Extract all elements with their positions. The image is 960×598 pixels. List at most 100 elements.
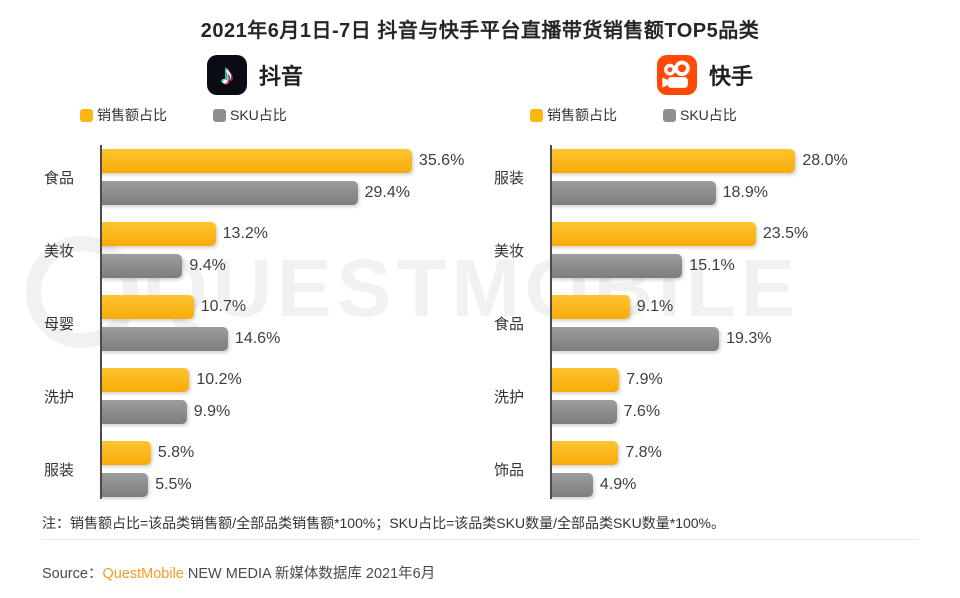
- sales-bar: [100, 222, 216, 246]
- category-label: 洗护: [44, 388, 75, 406]
- bar-pair: 7.8% 4.9%: [550, 441, 918, 497]
- bar-line: 5.5%: [100, 473, 468, 497]
- page-title: 2021年6月1日-7日 抖音与快手平台直播带货销售额TOP5品类: [200, 20, 760, 42]
- sku-bar: [550, 327, 720, 351]
- bar-line: 10.7%: [100, 295, 468, 319]
- bar-line: 28.0%: [550, 149, 918, 173]
- value-label: 5.8%: [157, 444, 195, 461]
- bar-pair: 9.1% 19.3%: [550, 295, 918, 351]
- bar-line: 7.8%: [550, 441, 918, 465]
- value-label: 23.5%: [762, 225, 809, 242]
- value-label: 18.9%: [722, 184, 768, 201]
- bar-line: 10.2%: [100, 368, 468, 392]
- value-label: 7.8%: [625, 444, 662, 461]
- sku-bar: [550, 181, 716, 205]
- douyin-header: ♪ 抖音: [42, 53, 468, 97]
- bar-line: 4.9%: [550, 473, 918, 497]
- source-suffix: NEW MEDIA 新媒体数据库 2021年6月: [183, 566, 436, 582]
- bar-line: 29.4%: [100, 181, 468, 205]
- sales-bar: [550, 149, 796, 173]
- sales-legend-label: 销售额占比: [547, 107, 617, 123]
- kuaishou-plot: 服装 28.0% 18.9% 美妆 23.5% 15.1% 食品 9.1% 19.3% 洗护 7.9…: [492, 145, 918, 499]
- value-label: 9.1%: [636, 298, 674, 315]
- category-label: 美妆: [44, 242, 75, 260]
- bar-group: 美妆 13.2% 9.4%: [42, 222, 468, 278]
- bar-line: 14.6%: [100, 327, 468, 351]
- value-label: 35.6%: [418, 152, 465, 169]
- sku-swatch-icon: [663, 108, 676, 122]
- legend-item-sku: SKU占比: [663, 105, 737, 125]
- music-note-icon: ♪: [220, 59, 234, 90]
- douyin-legend: 销售额占比 SKU占比: [80, 105, 468, 125]
- value-label: 10.2%: [196, 371, 242, 388]
- sku-legend-label: SKU占比: [230, 107, 287, 123]
- bar-line: 7.9%: [550, 368, 918, 392]
- sku-bar: [100, 327, 228, 351]
- kuaishou-platform-name: 快手: [708, 64, 753, 89]
- value-label: 9.4%: [189, 257, 226, 274]
- sales-legend-label: 销售额占比: [97, 107, 167, 123]
- sku-bar: [550, 400, 617, 424]
- bar-pair: 28.0% 18.9%: [550, 149, 918, 205]
- video-camera-icon: [662, 60, 690, 88]
- sales-bar: [550, 368, 620, 392]
- bar-line: 23.5%: [550, 222, 918, 246]
- bar-pair: 10.2% 9.9%: [100, 368, 468, 424]
- bar-line: 13.2%: [100, 222, 468, 246]
- bar-line: 19.3%: [550, 327, 918, 351]
- value-label: 29.4%: [364, 184, 410, 201]
- sku-bar: [100, 400, 187, 424]
- douyin-plot: 食品 35.6% 29.4% 美妆 13.2% 9.4% 母婴 10.7% 14.6% 洗护 10.…: [42, 145, 468, 499]
- category-label: 美妆: [494, 242, 525, 260]
- legend-item-sales: 销售额占比: [530, 105, 617, 125]
- bar-pair: 35.6% 29.4%: [100, 149, 468, 205]
- bar-group: 洗护 7.9% 7.6%: [492, 368, 918, 424]
- sku-bar: [100, 254, 183, 278]
- value-label: 10.7%: [200, 298, 247, 315]
- sku-legend-label: SKU占比: [680, 107, 737, 123]
- source-brand: QuestMobile: [102, 566, 184, 582]
- bar-line: 9.1%: [550, 295, 918, 319]
- sales-bar: [100, 368, 190, 392]
- category-label: 食品: [494, 315, 525, 333]
- category-label: 服装: [494, 169, 525, 187]
- sales-bar: [550, 441, 619, 465]
- sales-swatch-icon: [530, 108, 543, 122]
- sku-bar: [100, 181, 358, 205]
- legend-item-sales: 销售额占比: [80, 105, 167, 125]
- category-label: 母婴: [44, 315, 75, 333]
- sku-bar: [550, 254, 683, 278]
- value-label: 19.3%: [726, 330, 772, 347]
- sku-bar: [100, 473, 149, 497]
- kuaishou-header: 快手: [492, 53, 918, 97]
- douyin-chart: ♪ 抖音 销售额占比 SKU占比 食品 35.6% 29.4% 美妆 13.2% 9.4%…: [42, 53, 468, 499]
- value-label: 9.9%: [193, 403, 231, 420]
- category-label: 洗护: [494, 388, 525, 406]
- footnote: 注：销售额占比=该品类销售额/全部品类销售额*100%；SKU占比=该品类SKU…: [42, 515, 725, 531]
- bar-group: 食品 35.6% 29.4%: [42, 149, 468, 205]
- source-line: Source：QuestMobile NEW MEDIA 新媒体数据库 2021…: [42, 562, 918, 583]
- bar-group: 美妆 23.5% 15.1%: [492, 222, 918, 278]
- category-label: 饰品: [494, 461, 525, 479]
- bar-line: 18.9%: [550, 181, 918, 205]
- bar-group: 母婴 10.7% 14.6%: [42, 295, 468, 351]
- value-label: 13.2%: [222, 225, 269, 242]
- kuaishou-chart: 快手 销售额占比 SKU占比 服装 28.0% 18.9% 美妆 23.5% 15.1% 食…: [492, 53, 918, 499]
- value-label: 7.6%: [623, 403, 661, 420]
- sales-bar: [100, 441, 151, 465]
- category-label: 食品: [44, 169, 75, 187]
- charts-row: ♪ 抖音 销售额占比 SKU占比 食品 35.6% 29.4% 美妆 13.2% 9.4%…: [42, 53, 918, 499]
- value-label: 7.9%: [626, 371, 663, 388]
- value-label: 14.6%: [234, 330, 281, 347]
- sales-bar: [100, 149, 412, 173]
- bar-group: 饰品 7.8% 4.9%: [492, 441, 918, 497]
- sku-bar: [550, 473, 593, 497]
- bar-line: 5.8%: [100, 441, 468, 465]
- bar-pair: 13.2% 9.4%: [100, 222, 468, 278]
- bar-line: 9.4%: [100, 254, 468, 278]
- bar-line: 15.1%: [550, 254, 918, 278]
- category-label: 服装: [44, 461, 75, 479]
- kuaishou-icon: [656, 55, 697, 95]
- bar-group: 食品 9.1% 19.3%: [492, 295, 918, 351]
